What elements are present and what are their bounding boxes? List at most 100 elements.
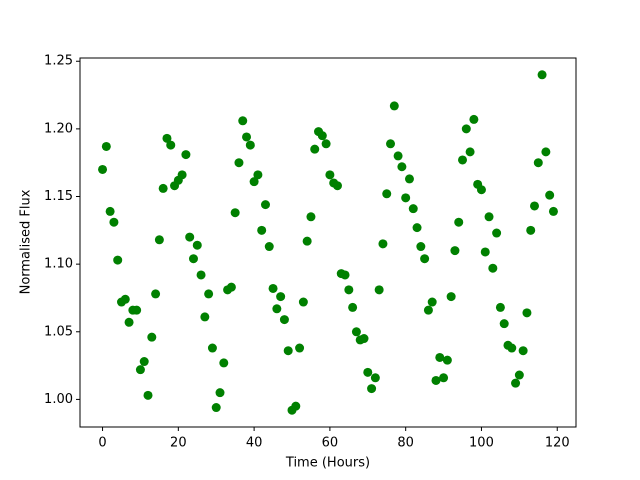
point [469, 114, 479, 124]
point [537, 70, 547, 80]
point [253, 170, 263, 180]
point [188, 254, 198, 264]
point [533, 158, 543, 168]
point [207, 343, 217, 353]
point [458, 155, 468, 165]
point [351, 327, 361, 337]
point [423, 305, 433, 315]
x-tick-label: 0 [98, 436, 106, 451]
y-tick-label: 1.20 [44, 121, 73, 136]
point [158, 183, 168, 193]
point [200, 312, 210, 322]
point [105, 206, 115, 216]
point [211, 403, 221, 413]
point [317, 131, 327, 141]
point [295, 343, 305, 353]
point [166, 140, 176, 150]
point [499, 319, 509, 329]
point [192, 240, 202, 250]
point [279, 315, 289, 325]
point [408, 204, 418, 214]
point [257, 225, 267, 235]
point [389, 101, 399, 111]
point [196, 270, 206, 280]
point [177, 170, 187, 180]
point [435, 352, 445, 362]
point [245, 140, 255, 150]
x-axis-label: Time (Hours) [285, 456, 370, 471]
y-tick-label: 1.00 [44, 392, 73, 407]
point [344, 285, 354, 295]
point [541, 147, 551, 157]
point [401, 193, 411, 203]
point [416, 242, 426, 252]
point [260, 200, 270, 210]
point [234, 158, 244, 168]
point [511, 378, 521, 388]
point [454, 217, 464, 227]
x-tick-label: 20 [170, 436, 187, 451]
point [325, 170, 335, 180]
point [135, 365, 145, 375]
point [492, 228, 502, 238]
point [378, 239, 388, 249]
point [242, 132, 252, 142]
x-tick-label: 100 [469, 436, 494, 451]
x-tick-label: 40 [246, 436, 263, 451]
point [310, 144, 320, 154]
point [219, 358, 229, 368]
point [109, 217, 119, 227]
point [427, 297, 437, 307]
point [526, 225, 536, 235]
point [204, 289, 214, 299]
point [143, 390, 153, 400]
point [465, 147, 475, 157]
point [268, 283, 278, 293]
point [545, 190, 555, 200]
point [412, 223, 422, 233]
point [306, 212, 316, 222]
point [488, 263, 498, 273]
x-tick-label: 120 [545, 436, 570, 451]
point [386, 139, 396, 149]
point [484, 212, 494, 222]
x-tick-label: 60 [322, 436, 339, 451]
point [404, 174, 414, 184]
point [514, 370, 524, 380]
point [162, 133, 172, 143]
point [340, 270, 350, 280]
point [151, 289, 161, 299]
point [367, 384, 377, 394]
y-tick-label: 1.25 [44, 54, 73, 69]
point [132, 305, 142, 315]
point [348, 302, 358, 312]
point [302, 236, 312, 246]
point [249, 177, 259, 187]
point [120, 294, 130, 304]
point [446, 292, 456, 302]
point [264, 242, 274, 252]
point [154, 235, 164, 245]
point [461, 124, 471, 134]
point [476, 185, 486, 195]
y-axis-label: Normalised Flux [19, 189, 34, 294]
point [480, 247, 490, 257]
point [382, 189, 392, 199]
y-tick-label: 1.05 [44, 324, 73, 339]
point [522, 308, 532, 318]
point [113, 255, 123, 265]
point [321, 139, 331, 149]
point [439, 373, 449, 383]
point [124, 317, 134, 327]
point [548, 206, 558, 216]
point [393, 151, 403, 161]
point [370, 373, 380, 383]
point [420, 254, 430, 264]
point [442, 355, 452, 365]
point [359, 334, 369, 344]
point [518, 346, 528, 356]
point [139, 357, 149, 367]
x-tick-label: 80 [397, 436, 414, 451]
point [238, 116, 248, 126]
